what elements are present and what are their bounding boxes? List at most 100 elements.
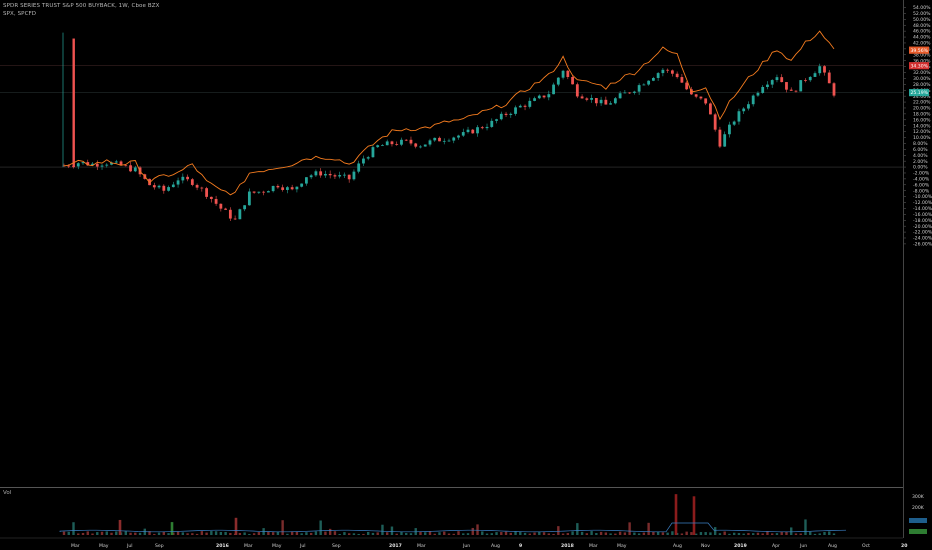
pane-separator[interactable] bbox=[0, 487, 903, 488]
volume-bar bbox=[462, 533, 465, 535]
x-tick-label: 2017 bbox=[389, 543, 402, 549]
volume-bar bbox=[823, 532, 826, 535]
volume-bar bbox=[428, 531, 432, 535]
candle-body bbox=[271, 185, 275, 192]
y-tick-label: 14.00% bbox=[913, 123, 931, 129]
spx-compare-line bbox=[63, 30, 835, 196]
y-tick-label: 36.00% bbox=[913, 58, 931, 64]
volume-bar bbox=[828, 531, 831, 535]
candle-body bbox=[685, 82, 689, 90]
candle-body bbox=[276, 185, 280, 188]
y-tick-label: 16.00% bbox=[913, 117, 931, 123]
volume-bar bbox=[804, 519, 807, 535]
candle-body bbox=[400, 139, 403, 145]
volume-bar bbox=[623, 532, 627, 535]
y-tick-label: 54.00% bbox=[913, 5, 931, 11]
volume-bar bbox=[195, 533, 199, 535]
candle-body bbox=[362, 158, 365, 164]
volume-bar bbox=[371, 532, 375, 535]
volume-bar bbox=[680, 533, 684, 535]
candle-body bbox=[62, 165, 66, 167]
svg-text:25.19%: 25.19% bbox=[911, 90, 929, 96]
volume-bar bbox=[295, 531, 299, 535]
candle-body bbox=[395, 144, 399, 145]
volume-bar bbox=[671, 531, 674, 535]
candle-body bbox=[262, 191, 266, 193]
volume-bar bbox=[172, 532, 175, 535]
volume-bar bbox=[300, 533, 303, 535]
volume-bar bbox=[91, 533, 94, 535]
y-tick-label: -24.00% bbox=[913, 236, 932, 242]
y-tick-label: 22.00% bbox=[913, 100, 931, 106]
x-tick-label: Oct bbox=[862, 543, 870, 549]
candle-body bbox=[604, 99, 608, 105]
volume-bar bbox=[590, 531, 593, 535]
volume-bar bbox=[690, 532, 693, 535]
candle-body bbox=[718, 129, 722, 147]
candle-body bbox=[651, 77, 655, 81]
volume-bar bbox=[509, 532, 512, 535]
volume-bar bbox=[732, 532, 736, 535]
compare-symbol-label[interactable]: SPX, SPCFD bbox=[3, 11, 37, 17]
volume-bar bbox=[347, 533, 351, 535]
candle-body bbox=[200, 187, 204, 189]
volume-spike bbox=[170, 522, 174, 535]
volume-bar bbox=[138, 532, 142, 535]
volume-bar bbox=[438, 532, 441, 535]
candle-body bbox=[823, 66, 826, 73]
candle-body bbox=[228, 209, 232, 219]
candle-body bbox=[704, 98, 708, 104]
candle-body bbox=[314, 171, 318, 176]
candle-body bbox=[81, 162, 85, 164]
volume-bar bbox=[761, 533, 764, 535]
x-tick-label: 9 bbox=[519, 543, 522, 549]
y-tick-label: 28.00% bbox=[913, 82, 931, 88]
volume-bar bbox=[134, 532, 137, 535]
candle-body bbox=[409, 139, 413, 144]
volume-bar bbox=[547, 533, 551, 535]
y-tick-label: 30.00% bbox=[913, 76, 931, 82]
candle-body bbox=[114, 161, 118, 163]
volume-spike bbox=[234, 517, 238, 535]
candle-body bbox=[190, 179, 194, 185]
candle-body bbox=[813, 73, 817, 77]
y-tick-label: -14.00% bbox=[913, 206, 932, 212]
volume-bar bbox=[528, 533, 532, 535]
symbol-title[interactable]: SPDR SERIES TRUST S&P 500 BUYBACK, 1W, C… bbox=[3, 3, 160, 9]
volume-bar bbox=[400, 531, 403, 535]
candle-body bbox=[670, 70, 674, 74]
candle-body bbox=[176, 180, 180, 185]
volume-bar bbox=[338, 533, 341, 535]
candle-body bbox=[647, 80, 651, 85]
volume-bar bbox=[794, 533, 798, 535]
candle-body bbox=[808, 76, 812, 81]
y-tick-label: 38.00% bbox=[913, 52, 931, 58]
x-tick-label: Mar bbox=[589, 543, 598, 549]
candle-body bbox=[352, 171, 356, 180]
candle-body bbox=[243, 205, 247, 210]
volume-bar bbox=[276, 531, 280, 535]
volume-bar bbox=[86, 531, 89, 535]
candle-body bbox=[305, 177, 308, 184]
volume-ma-line bbox=[59, 522, 847, 533]
volume-bar bbox=[248, 533, 251, 535]
candle-body bbox=[742, 108, 746, 112]
volume-bar bbox=[704, 532, 707, 535]
x-tick-label: Jul bbox=[299, 543, 306, 549]
volume-bar bbox=[476, 524, 479, 535]
x-tick-label: Sep bbox=[155, 543, 164, 549]
candle-body bbox=[556, 77, 560, 85]
volume-bar bbox=[785, 531, 788, 535]
candle-body bbox=[590, 97, 593, 100]
volume-bar bbox=[647, 522, 650, 535]
candle-body bbox=[566, 70, 570, 77]
volume-bar bbox=[62, 531, 66, 535]
candle-body bbox=[338, 175, 342, 177]
candle-body bbox=[751, 95, 755, 105]
x-tick-label: Mar bbox=[244, 543, 253, 549]
candle-body bbox=[709, 103, 712, 115]
volume-bar bbox=[747, 533, 750, 535]
candle-body bbox=[789, 89, 793, 91]
volume-pane-label[interactable]: Vol bbox=[3, 490, 12, 496]
